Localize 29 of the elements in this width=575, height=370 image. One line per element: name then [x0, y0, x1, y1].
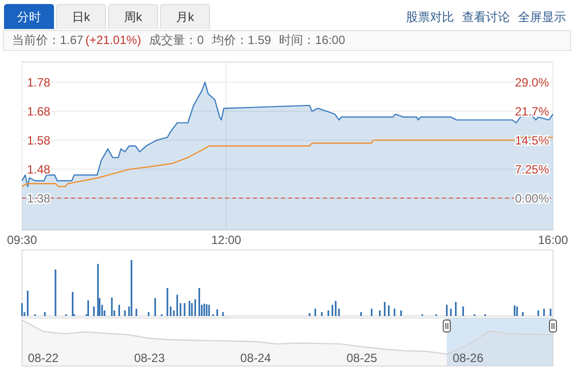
x-tick-label: 08-26	[452, 351, 484, 365]
y-tick-label: 1.38	[27, 191, 51, 206]
text: 全屏显示	[518, 9, 566, 26]
text: 股票对比	[406, 9, 454, 26]
text: (+21.01%)	[85, 33, 142, 47]
x-tick-label: 08-24	[240, 351, 272, 365]
y-tick-label: 1.68	[27, 104, 51, 118]
text: 时间：16:00	[279, 33, 346, 47]
y2-tick-label: 7.25%	[514, 162, 550, 176]
text: 周k	[108, 4, 158, 29]
line-series	[21, 136, 554, 188]
text: 月k	[160, 4, 210, 29]
y-tick-label: 1.78	[27, 75, 51, 90]
text: 成交量：0	[149, 33, 204, 47]
x-tick-label: 08-25	[346, 351, 378, 365]
y2-tick-label: 29.0%	[514, 75, 550, 90]
text: 日k	[56, 4, 106, 29]
x-tick-label: 09:30	[6, 233, 38, 247]
y2-tick-label: 21.7%	[514, 104, 550, 119]
y-tick-label: 1.58	[27, 133, 51, 148]
x-tick-label: 16:00	[538, 233, 568, 247]
y2-tick-label: 0.00%	[514, 191, 550, 206]
x-tick-label: 08-23	[134, 351, 166, 365]
text: 均价：1.59	[212, 33, 272, 47]
y-tick-label: 1.48	[27, 162, 51, 176]
text: 当前价：1.67	[12, 33, 84, 47]
x-tick-label: 08-22	[28, 351, 59, 365]
text: 查看讨论	[462, 9, 510, 26]
x-tick-label: 12:00	[211, 233, 242, 247]
